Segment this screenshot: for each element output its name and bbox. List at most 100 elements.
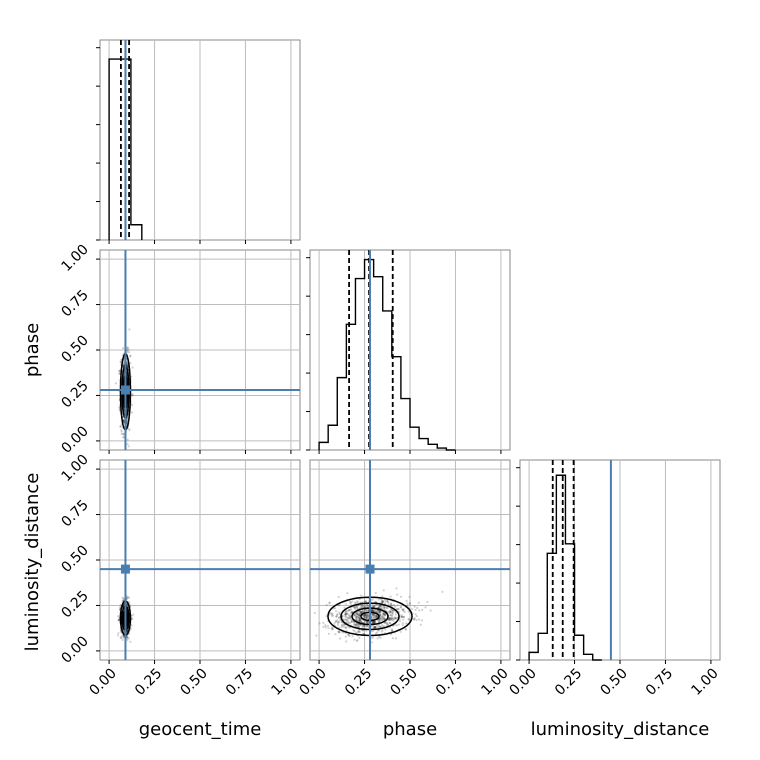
sample-point (401, 608, 405, 611)
sample-point (337, 616, 340, 620)
sample-point (396, 604, 399, 607)
sample-point (389, 611, 392, 614)
sample-point (349, 611, 353, 615)
sample-point (379, 613, 382, 616)
sample-point (127, 348, 130, 351)
sample-point (388, 621, 392, 624)
sample-point (363, 613, 366, 616)
sample-point (129, 354, 132, 357)
sample-point (363, 616, 366, 619)
sample-point (404, 628, 408, 631)
sample-point (119, 425, 122, 428)
sample-point (384, 628, 387, 631)
sample-point (400, 615, 404, 618)
x-tick-label-3: 0.75 (223, 666, 256, 699)
sample-point (126, 442, 129, 446)
sample-point (120, 430, 123, 433)
sample-point (344, 615, 347, 618)
sample-point (119, 603, 122, 607)
sample-point (341, 631, 344, 634)
sample-point (337, 620, 340, 623)
sample-point (366, 603, 369, 606)
sample-point (363, 604, 367, 608)
sample-point (346, 619, 349, 622)
y-tick-label-1: 0.25 (58, 378, 91, 411)
sample-point (346, 612, 349, 615)
ylabel-phase: phase (22, 323, 43, 377)
sample-point (371, 616, 374, 619)
sample-point (380, 618, 383, 621)
sample-point (365, 617, 368, 620)
sample-point (118, 406, 121, 409)
sample-point (358, 619, 361, 622)
sample-point (371, 620, 375, 623)
sample-point (407, 617, 410, 621)
sample-point (337, 595, 340, 599)
sample-point (356, 638, 359, 642)
sample-point (327, 632, 330, 635)
sample-point (373, 626, 376, 629)
sample-point (372, 626, 375, 630)
sample-point (370, 609, 373, 612)
sample-point (380, 600, 383, 604)
sample-point (346, 609, 349, 613)
sample-point (363, 614, 366, 617)
sample-point (380, 606, 383, 609)
histogram-phase (318, 258, 456, 451)
sample-point (357, 614, 360, 617)
sample-point (335, 615, 338, 618)
sample-point (376, 611, 379, 614)
sample-point (366, 613, 369, 616)
sample-point (391, 609, 394, 612)
sample-point (391, 613, 394, 616)
sample-point (331, 614, 335, 617)
sample-point (388, 617, 391, 620)
sample-point (357, 631, 360, 634)
sample-point (378, 618, 382, 621)
sample-point (373, 625, 376, 629)
sample-point (337, 630, 340, 634)
sample-point (339, 637, 342, 640)
sample-point (389, 613, 393, 616)
sample-point (372, 620, 375, 623)
x-tick-label-1: 0.25 (342, 666, 375, 699)
sample-point (336, 619, 339, 622)
sample-point (406, 602, 409, 605)
y-tick-label-4: 1.00 (58, 452, 91, 485)
y-tick-label-1: 0.25 (58, 588, 91, 621)
sample-point (114, 382, 118, 385)
sample-point (407, 610, 410, 613)
sample-point (380, 630, 383, 633)
sample-point (116, 615, 120, 618)
sample-point (355, 623, 358, 627)
sample-point (394, 617, 398, 620)
sample-point (340, 624, 343, 627)
sample-point (405, 622, 408, 625)
sample-point (344, 635, 347, 638)
x-tick-label-3: 0.75 (433, 666, 466, 699)
sample-point (355, 631, 358, 634)
sample-point (408, 595, 411, 598)
sample-point (347, 609, 351, 612)
sample-point (390, 629, 394, 632)
sample-point (375, 614, 378, 617)
sample-point (358, 636, 361, 639)
sample-point (122, 432, 125, 436)
sample-point (397, 607, 400, 611)
sample-point (349, 601, 352, 604)
sample-point (127, 350, 131, 354)
x-tick-label-2: 0.50 (177, 666, 210, 699)
truth-point (365, 564, 375, 574)
sample-point (377, 606, 380, 609)
sample-point (130, 624, 133, 627)
sample-point (373, 604, 377, 607)
sample-point (416, 606, 419, 609)
sample-point (394, 637, 398, 640)
sample-point (382, 612, 385, 615)
sample-point (131, 393, 134, 396)
sample-point (389, 602, 393, 605)
sample-point (364, 613, 367, 617)
sample-point (352, 629, 355, 632)
sample-point (362, 615, 365, 618)
sample-point (375, 615, 378, 619)
